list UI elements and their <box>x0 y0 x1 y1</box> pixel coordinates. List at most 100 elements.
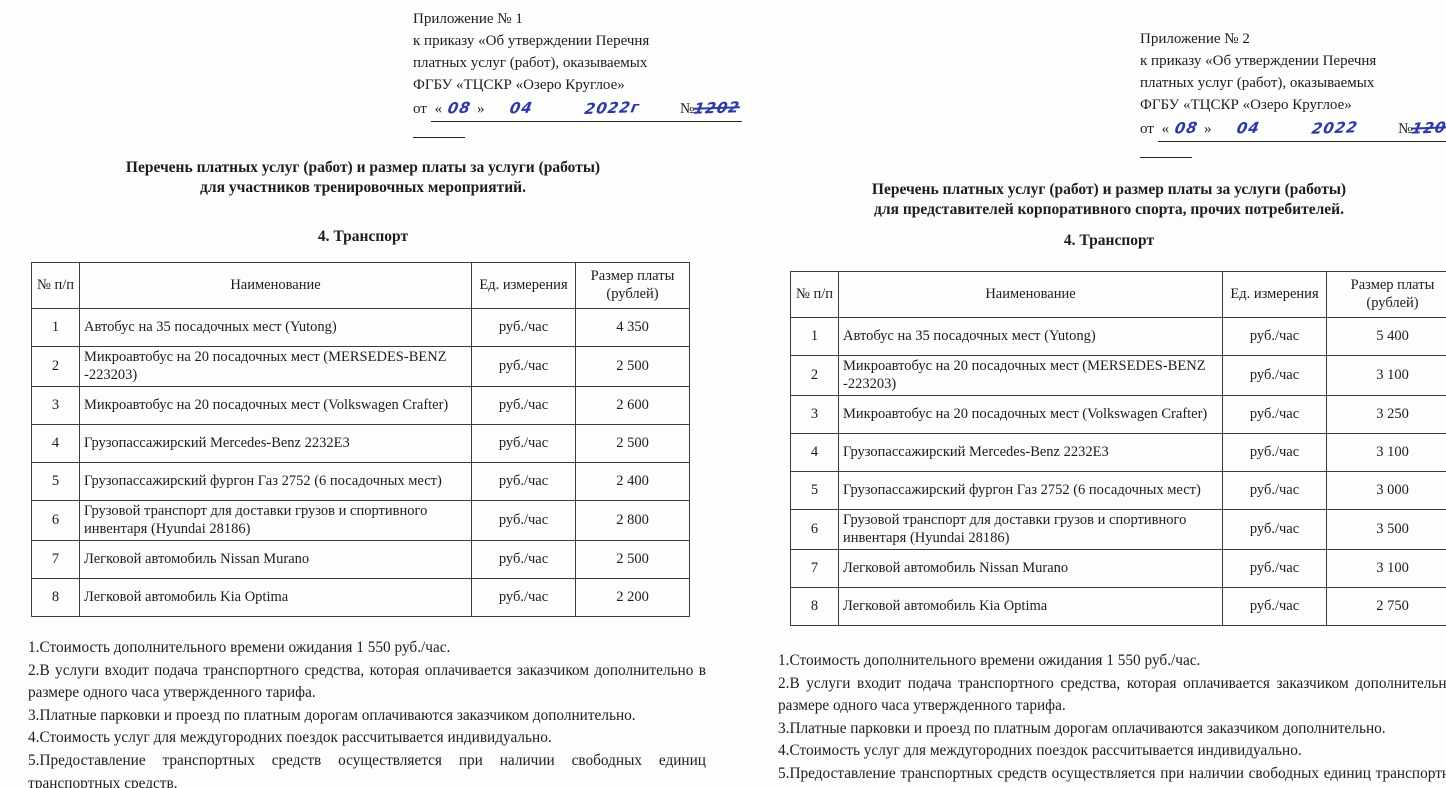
row-price: 3 100 <box>1326 433 1446 472</box>
row-num: 5 <box>790 471 839 510</box>
row-name: Грузовой транспорт для доставки грузов и… <box>79 500 472 541</box>
page-title: Перечень платных услуг (работ) и размер … <box>776 180 1442 219</box>
handwritten-month: 04 <box>1235 118 1263 138</box>
row-num: 3 <box>790 395 839 434</box>
col-header-num: № п/п <box>790 271 839 318</box>
row-num: 5 <box>31 462 80 501</box>
footnote: 3.Платные парковки и проезд по платным д… <box>28 706 636 724</box>
order-date-line: от «08» 04 2022 №120 <box>1140 117 1446 142</box>
row-unit: руб./час <box>471 346 576 387</box>
handwritten-order-number: 120 <box>1410 118 1446 138</box>
row-num: 4 <box>31 424 80 463</box>
row-unit: руб./час <box>1222 549 1327 588</box>
row-unit: руб./час <box>471 386 576 425</box>
col-header-unit: Ед. измерения <box>471 262 576 309</box>
col-header-name: Наименование <box>838 271 1223 318</box>
table-row: 7 Легковой автомобиль Nissan Murano руб./ч… <box>790 549 1446 588</box>
col-header-num: № п/п <box>31 262 80 309</box>
footnote: 4.Стоимость услуг для междугородних поез… <box>28 729 552 747</box>
appendix-line: к приказу «Об утверждении Перечня <box>413 33 650 49</box>
row-price: 2 500 <box>575 346 690 387</box>
table-row: 5 Грузопассажирский фургон Газ 2752 (6 по… <box>790 471 1446 510</box>
row-price: 3 100 <box>1326 549 1446 588</box>
footnote: 3.Платные парковки и проезд по платным д… <box>778 719 1386 737</box>
section-heading: 4. Транспорт <box>317 228 409 245</box>
date-prefix: от <box>413 101 427 117</box>
row-num: 7 <box>31 540 80 579</box>
date-prefix: от <box>1140 121 1154 137</box>
appendix-line: ФГБУ «ТЦСКР «Озеро Круглое» <box>413 77 625 93</box>
table-row: 8 Легковой автомобиль Kia Optima руб./час 2… <box>790 587 1446 626</box>
row-price: 2 500 <box>575 540 690 579</box>
row-name: Микроавтобус на 20 посадочных мест (Volk… <box>838 395 1223 434</box>
row-name: Микроавтобус на 20 посадочных мест (MERS… <box>838 355 1223 396</box>
quote-close: » <box>1203 121 1212 137</box>
row-num: 3 <box>31 386 80 425</box>
footnotes-2: 1.Стоимость дополнительного времени ожид… <box>778 650 1446 788</box>
row-price: 4 350 <box>575 308 690 347</box>
table-header-row: № п/п Наименование Ед. измерения Размер … <box>790 271 1446 318</box>
row-unit: руб./час <box>1222 317 1327 356</box>
footnote: 5.Предоставление транспортных средств ос… <box>778 764 1446 788</box>
row-name: Легковой автомобиль Nissan Murano <box>838 549 1223 588</box>
col-header-price: Размер платы (рублей) <box>575 262 690 309</box>
row-unit: руб./час <box>1222 471 1327 510</box>
page-title: Перечень платных услуг (работ) и размер … <box>22 158 704 197</box>
order-date-line: от «08» 04 2022г №1202 <box>413 97 743 122</box>
row-name: Грузопассажирский фургон Газ 2752 (6 пос… <box>79 462 472 501</box>
table-row: 4 Грузопассажирский Mercedes-Benz 2232E3 р… <box>790 433 1446 472</box>
signature-dash <box>1140 157 1192 158</box>
row-name: Грузопассажирский Mercedes-Benz 2232E3 <box>79 424 472 463</box>
row-price: 3 000 <box>1326 471 1446 510</box>
row-num: 1 <box>790 317 839 356</box>
row-name: Микроавтобус на 20 посадочных мест (MERS… <box>79 346 472 387</box>
row-price: 3 250 <box>1326 395 1446 434</box>
footnote: 5.Предоставление транспортных средств ос… <box>28 751 706 788</box>
row-name: Автобус на 35 посадочных мест (Yutong) <box>79 308 472 347</box>
title-line-1: Перечень платных услуг (работ) и размер … <box>125 159 601 176</box>
footnote: 4.Стоимость услуг для междугородних поез… <box>778 742 1302 760</box>
row-price: 2 600 <box>575 386 690 425</box>
appendix-line: платных услуг (работ), оказываемых <box>1140 75 1375 91</box>
row-unit: руб./час <box>1222 395 1327 434</box>
row-unit: руб./час <box>471 578 576 617</box>
row-price: 2 200 <box>575 578 690 617</box>
handwritten-month: 04 <box>508 98 536 118</box>
row-unit: руб./час <box>471 308 576 347</box>
table-row: 2 Микроавтобус на 20 посадочных мест (MER… <box>31 346 690 387</box>
date-underline: «08» 04 2022 №120 <box>1157 117 1446 142</box>
row-price: 2 750 <box>1326 587 1446 626</box>
row-unit: руб./час <box>1222 355 1327 396</box>
title-line-1: Перечень платных услуг (работ) и размер … <box>871 181 1347 198</box>
row-num: 4 <box>790 433 839 472</box>
row-num: 2 <box>790 355 839 396</box>
handwritten-year: 2022г <box>583 98 642 118</box>
row-name: Грузопассажирский фургон Газ 2752 (6 пос… <box>838 471 1223 510</box>
row-unit: руб./час <box>471 424 576 463</box>
appendix-line: платных услуг (работ), оказываемых <box>413 55 648 71</box>
col-header-unit: Ед. измерения <box>1222 271 1327 318</box>
col-header-price: Размер платы (рублей) <box>1326 271 1446 318</box>
table-header-row: № п/п Наименование Ед. измерения Размер … <box>31 262 690 309</box>
signature-dash <box>413 137 465 138</box>
footnote: 1.Стоимость дополнительного времени ожид… <box>778 652 1201 669</box>
row-price: 2 400 <box>575 462 690 501</box>
table-row: 3 Микроавтобус на 20 посадочных мест (Vol… <box>790 395 1446 434</box>
row-name: Микроавтобус на 20 посадочных мест (Volk… <box>79 386 472 425</box>
row-unit: руб./час <box>1222 509 1327 550</box>
table-row: 8 Легковой автомобиль Kia Optima руб./час 2… <box>31 578 690 617</box>
row-name: Легковой автомобиль Kia Optima <box>838 587 1223 626</box>
page-appendix-2: Приложение № 2 к приказу «Об утверждении… <box>748 0 1446 788</box>
quote-open: « <box>1161 121 1170 137</box>
title-line-2: для участников тренировочных мероприятий… <box>200 178 526 196</box>
appendix-header-1: Приложение № 1 к приказу «Об утверждении… <box>413 8 743 138</box>
row-price: 3 100 <box>1326 355 1446 396</box>
row-num: 2 <box>31 346 80 387</box>
row-price: 5 400 <box>1326 317 1446 356</box>
handwritten-year: 2022 <box>1310 118 1360 138</box>
row-unit: руб./час <box>471 462 576 501</box>
footnote: 2.В услуги входит подача транспортного с… <box>778 674 1446 715</box>
appendix-line: Приложение № 1 <box>413 11 523 27</box>
table-row: 1 Автобус на 35 посадочных мест (Yutong) р… <box>31 308 690 347</box>
